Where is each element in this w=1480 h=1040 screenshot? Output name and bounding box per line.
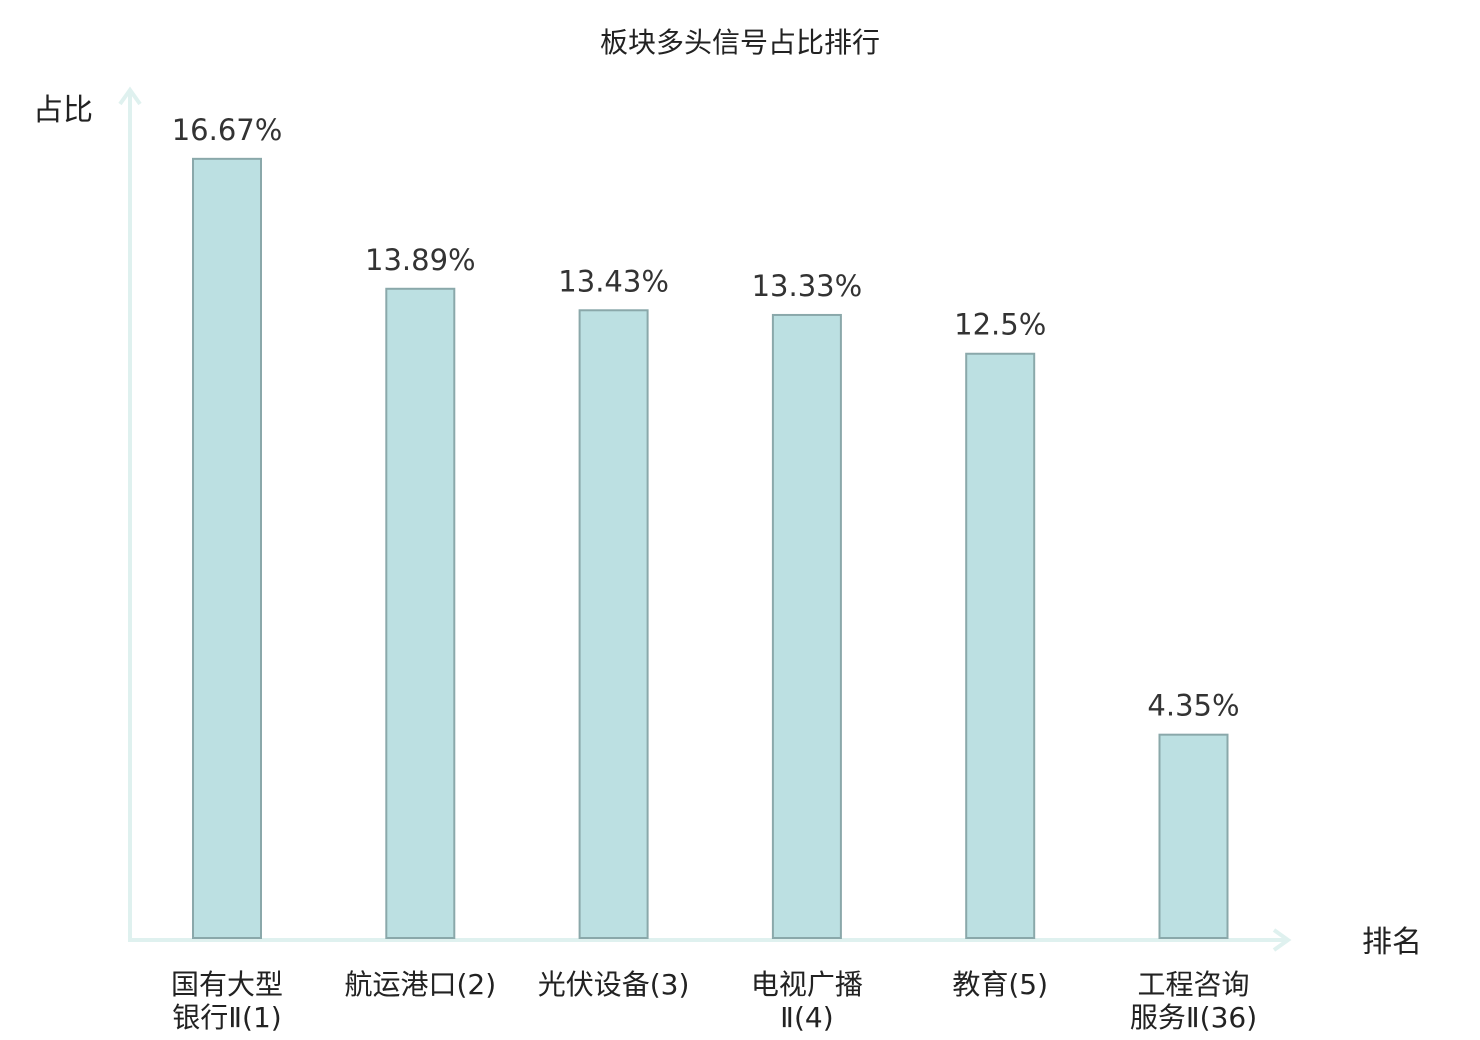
chart-title: 板块多头信号占比排行	[600, 26, 880, 59]
category-label: 航运港口(2)	[344, 968, 496, 1001]
category-label: 电视广播	[751, 968, 863, 1001]
data-label: 13.33%	[752, 269, 863, 303]
x-axis-arrow	[1272, 928, 1292, 952]
x-axis-label: 排名	[1362, 925, 1422, 960]
category-label: 光伏设备(3)	[538, 968, 690, 1001]
bar	[1158, 733, 1229, 939]
category-label: 银行Ⅱ(1)	[172, 1001, 281, 1034]
bar	[578, 309, 649, 939]
data-label: 13.43%	[558, 264, 669, 298]
data-label: 12.5%	[954, 308, 1046, 342]
category-label: 国有大型	[171, 968, 283, 1001]
category-label: 工程咨询	[1137, 968, 1249, 1001]
bar	[965, 352, 1036, 939]
bar	[192, 157, 262, 939]
data-label: 4.35%	[1147, 689, 1239, 723]
category-label: Ⅱ(4)	[780, 1001, 833, 1034]
bar	[771, 313, 842, 940]
y-axis-arrow	[118, 86, 142, 106]
bar	[385, 287, 456, 939]
data-label: 13.89%	[365, 243, 476, 277]
data-label: 16.67%	[172, 113, 283, 147]
y-axis-label: 占比	[33, 93, 93, 128]
category-label: 服务Ⅱ(36)	[1130, 1001, 1257, 1034]
category-label: 教育(5)	[952, 968, 1048, 1001]
